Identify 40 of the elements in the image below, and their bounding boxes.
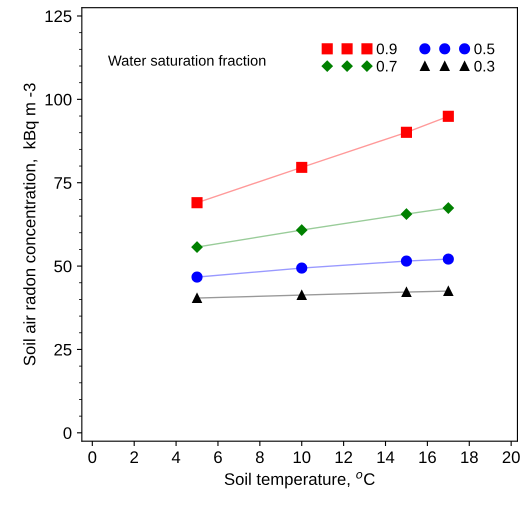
point xyxy=(296,224,308,236)
point xyxy=(296,162,308,173)
y-axis-title: Soil air radon concentration, kBq m -3 xyxy=(23,83,39,366)
x-tick-label: 10 xyxy=(294,451,310,464)
point xyxy=(442,254,454,265)
x-tick-label: 4 xyxy=(172,451,180,463)
x-tick-label: 14 xyxy=(378,451,394,463)
y-tick-label: 0 xyxy=(64,427,72,440)
point xyxy=(443,286,454,296)
x-tick-label: 0 xyxy=(88,451,96,464)
legend-label: 0.3 xyxy=(474,60,494,72)
point xyxy=(191,197,203,208)
point xyxy=(442,110,454,122)
point xyxy=(296,262,308,274)
point xyxy=(400,208,412,220)
x-tick-label: 12 xyxy=(336,451,352,463)
y-tick-label: 50 xyxy=(54,260,72,272)
point xyxy=(191,241,203,253)
legend-label: 0.9 xyxy=(376,43,397,54)
x-tick-label: 20 xyxy=(502,451,520,464)
point xyxy=(191,272,203,283)
y-tick-label: 25 xyxy=(54,344,72,356)
legend-label: 0.5 xyxy=(474,43,494,54)
y-tick-label: 100 xyxy=(46,94,72,106)
point xyxy=(400,126,412,138)
point xyxy=(400,256,412,267)
legend-label: 0.7 xyxy=(376,60,397,72)
y-tick-label: 75 xyxy=(54,177,72,189)
x-tick-label: 8 xyxy=(256,451,264,464)
x-axis-title: Soil temperature, $^{o}$C xyxy=(224,472,375,488)
point xyxy=(442,202,454,214)
x-tick-label: 16 xyxy=(419,451,436,464)
x-tick-label: 18 xyxy=(461,451,478,464)
point xyxy=(192,293,202,303)
legend-title: Water saturation fraction xyxy=(108,55,266,66)
point xyxy=(296,290,307,300)
y-tick-label: 125 xyxy=(46,10,72,22)
x-tick-label: 6 xyxy=(214,451,222,464)
x-tick-label: 2 xyxy=(130,451,138,463)
point xyxy=(402,287,412,297)
